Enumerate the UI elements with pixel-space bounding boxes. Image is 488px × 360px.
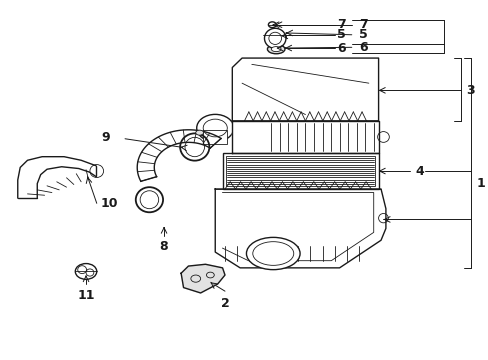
Text: 5: 5 <box>336 28 345 41</box>
Text: 4: 4 <box>414 165 423 177</box>
Ellipse shape <box>246 237 300 270</box>
Text: 6: 6 <box>358 41 367 54</box>
Polygon shape <box>181 264 224 293</box>
Bar <box>226 156 374 186</box>
Ellipse shape <box>267 44 285 54</box>
Text: 3: 3 <box>466 84 474 97</box>
Text: 7: 7 <box>358 18 367 31</box>
Text: 5: 5 <box>358 28 367 41</box>
Text: 8: 8 <box>160 240 168 253</box>
Ellipse shape <box>196 114 233 141</box>
Bar <box>203 130 227 144</box>
Polygon shape <box>232 121 378 153</box>
Text: 9: 9 <box>102 131 110 144</box>
Ellipse shape <box>75 264 97 279</box>
Text: 1: 1 <box>475 177 484 190</box>
Text: 6: 6 <box>336 41 345 54</box>
Text: 7: 7 <box>336 18 345 31</box>
Polygon shape <box>232 58 378 121</box>
Text: 10: 10 <box>101 197 118 210</box>
Ellipse shape <box>195 130 203 135</box>
Text: 11: 11 <box>77 289 95 302</box>
Ellipse shape <box>271 46 281 51</box>
Ellipse shape <box>264 28 285 48</box>
Text: 2: 2 <box>220 297 229 310</box>
Bar <box>222 153 378 189</box>
Polygon shape <box>215 189 385 268</box>
